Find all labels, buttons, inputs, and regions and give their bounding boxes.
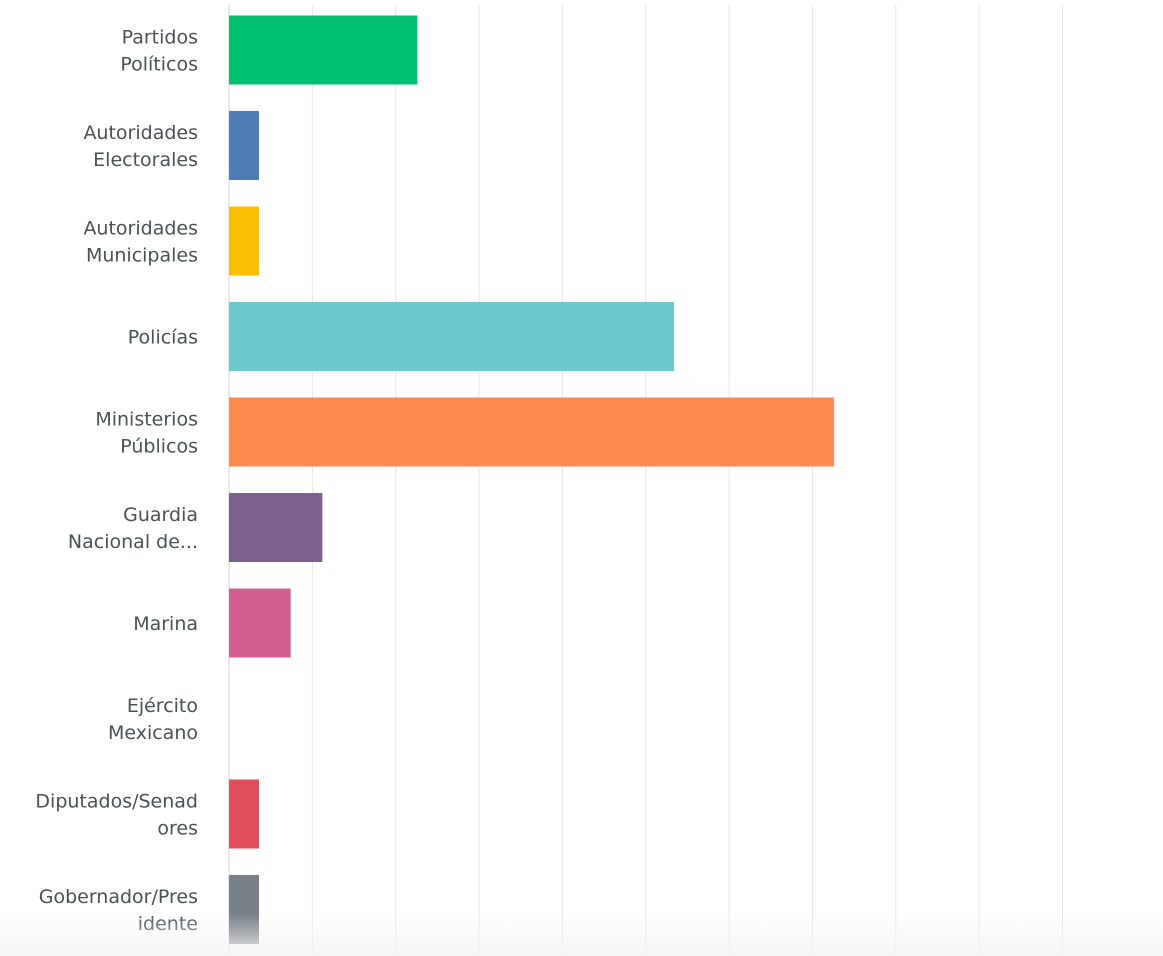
- bar[interactable]: [229, 397, 835, 467]
- category-label: Ejército Mexicano: [108, 695, 198, 744]
- category-label: Ministerios Públicos: [95, 409, 198, 458]
- category-label: Guardia Nacional de...: [68, 504, 198, 553]
- bar[interactable]: [229, 302, 675, 371]
- bar[interactable]: [229, 875, 260, 944]
- bar[interactable]: [229, 779, 260, 849]
- category-label: Autoridades Municipales: [83, 218, 198, 267]
- category-label: Partidos Políticos: [120, 27, 198, 76]
- category-label: Autoridades Electorales: [83, 122, 198, 171]
- category-label: Gobernador/Pres idente: [39, 886, 198, 935]
- category-label: Diputados/Senad ores: [35, 791, 198, 840]
- category-label: Policías: [128, 327, 198, 349]
- bar[interactable]: [229, 588, 291, 658]
- bar[interactable]: [229, 15, 418, 85]
- bar[interactable]: [229, 206, 260, 276]
- bar[interactable]: [229, 111, 260, 180]
- category-label: Marina: [133, 613, 198, 635]
- bar[interactable]: [229, 493, 323, 562]
